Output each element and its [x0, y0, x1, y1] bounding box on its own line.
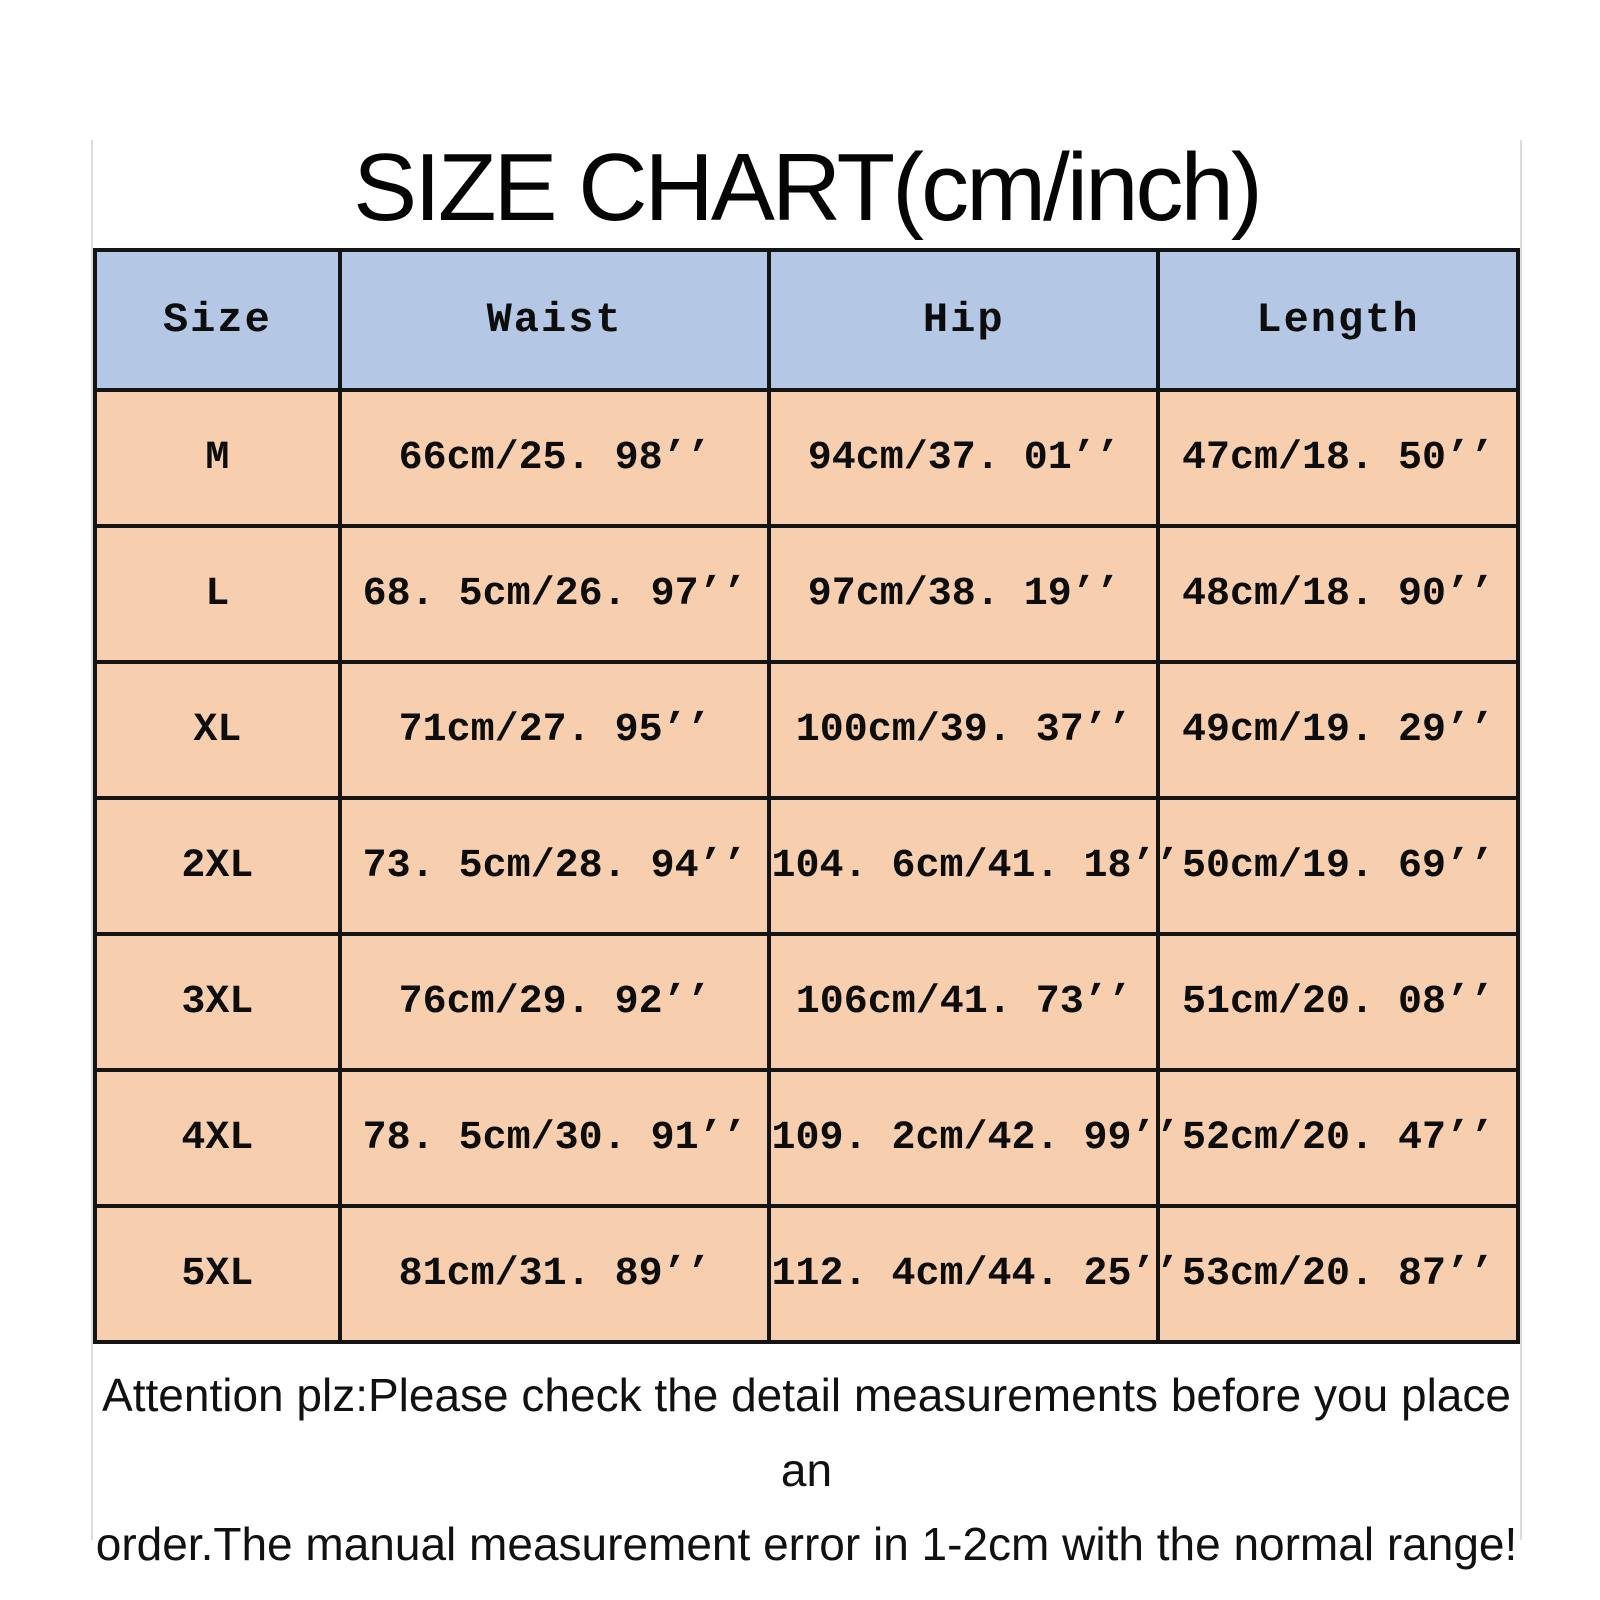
- size-label: L: [93, 524, 342, 664]
- column-header-waist: Waist: [337, 248, 772, 392]
- table-row: XL 71cm/27. 95’’ 100cm/39. 37’’ 49cm/19.…: [93, 660, 1521, 800]
- table-row: M 66cm/25. 98’’ 94cm/37. 01’’ 47cm/18. 5…: [93, 388, 1521, 528]
- table-header-row: Size Waist Hip Length: [93, 248, 1521, 392]
- hip-value: 97cm/38. 19’’: [767, 524, 1160, 664]
- hip-value: 112. 4cm/44. 25’’: [767, 1204, 1180, 1344]
- length-value: 47cm/18. 50’’: [1155, 388, 1521, 528]
- length-value: 50cm/19. 69’’: [1155, 796, 1521, 936]
- waist-value: 71cm/27. 95’’: [337, 660, 772, 800]
- content-frame: SIZE CHART(cm/inch) Size Waist Hip Lengt…: [91, 134, 1522, 1570]
- column-header-hip: Hip: [767, 248, 1160, 392]
- column-header-size: Size: [93, 248, 342, 392]
- table-row: 5XL 81cm/31. 89’’ 112. 4cm/44. 25’’ 53cm…: [93, 1204, 1521, 1344]
- size-label: M: [93, 388, 342, 528]
- waist-value: 81cm/31. 89’’: [337, 1204, 772, 1344]
- attention-note: Attention plz:Please check the detail me…: [93, 1358, 1520, 1582]
- table-row: 3XL 76cm/29. 92’’ 106cm/41. 73’’ 51cm/20…: [93, 932, 1521, 1072]
- table-row: 2XL 73. 5cm/28. 94’’ 104. 6cm/41. 18’’ 5…: [93, 796, 1521, 936]
- table-row: 4XL 78. 5cm/30. 91’’ 109. 2cm/42. 99’’ 5…: [93, 1068, 1521, 1208]
- attention-note-line2: order.The manual measurement error in 1-…: [95, 1518, 1518, 1571]
- waist-value: 76cm/29. 92’’: [337, 932, 772, 1072]
- size-label: 5XL: [93, 1204, 342, 1344]
- hip-value: 104. 6cm/41. 18’’: [767, 796, 1180, 936]
- page-title: SIZE CHART(cm/inch): [353, 134, 1263, 241]
- length-value: 51cm/20. 08’’: [1155, 932, 1521, 1072]
- waist-value: 78. 5cm/30. 91’’: [337, 1068, 772, 1208]
- length-value: 52cm/20. 47’’: [1155, 1068, 1521, 1208]
- hip-value: 100cm/39. 37’’: [767, 660, 1160, 800]
- hip-value: 94cm/37. 01’’: [767, 388, 1160, 528]
- waist-value: 66cm/25. 98’’: [337, 388, 772, 528]
- length-value: 49cm/19. 29’’: [1155, 660, 1521, 800]
- hip-value: 109. 2cm/42. 99’’: [767, 1068, 1180, 1208]
- waist-value: 73. 5cm/28. 94’’: [337, 796, 772, 936]
- length-value: 48cm/18. 90’’: [1155, 524, 1521, 664]
- waist-value: 68. 5cm/26. 97’’: [337, 524, 772, 664]
- length-value: 53cm/20. 87’’: [1155, 1204, 1521, 1344]
- size-label: XL: [93, 660, 342, 800]
- size-label: 2XL: [93, 796, 342, 936]
- column-header-length: Length: [1155, 248, 1521, 392]
- size-chart-table: Size Waist Hip Length M 66cm/25. 98’’ 94…: [93, 248, 1521, 1344]
- size-label: 4XL: [93, 1068, 342, 1208]
- attention-note-line1: Attention plz:Please check the detail me…: [102, 1369, 1511, 1496]
- size-label: 3XL: [93, 932, 342, 1072]
- table-row: L 68. 5cm/26. 97’’ 97cm/38. 19’’ 48cm/18…: [93, 524, 1521, 664]
- hip-value: 106cm/41. 73’’: [767, 932, 1160, 1072]
